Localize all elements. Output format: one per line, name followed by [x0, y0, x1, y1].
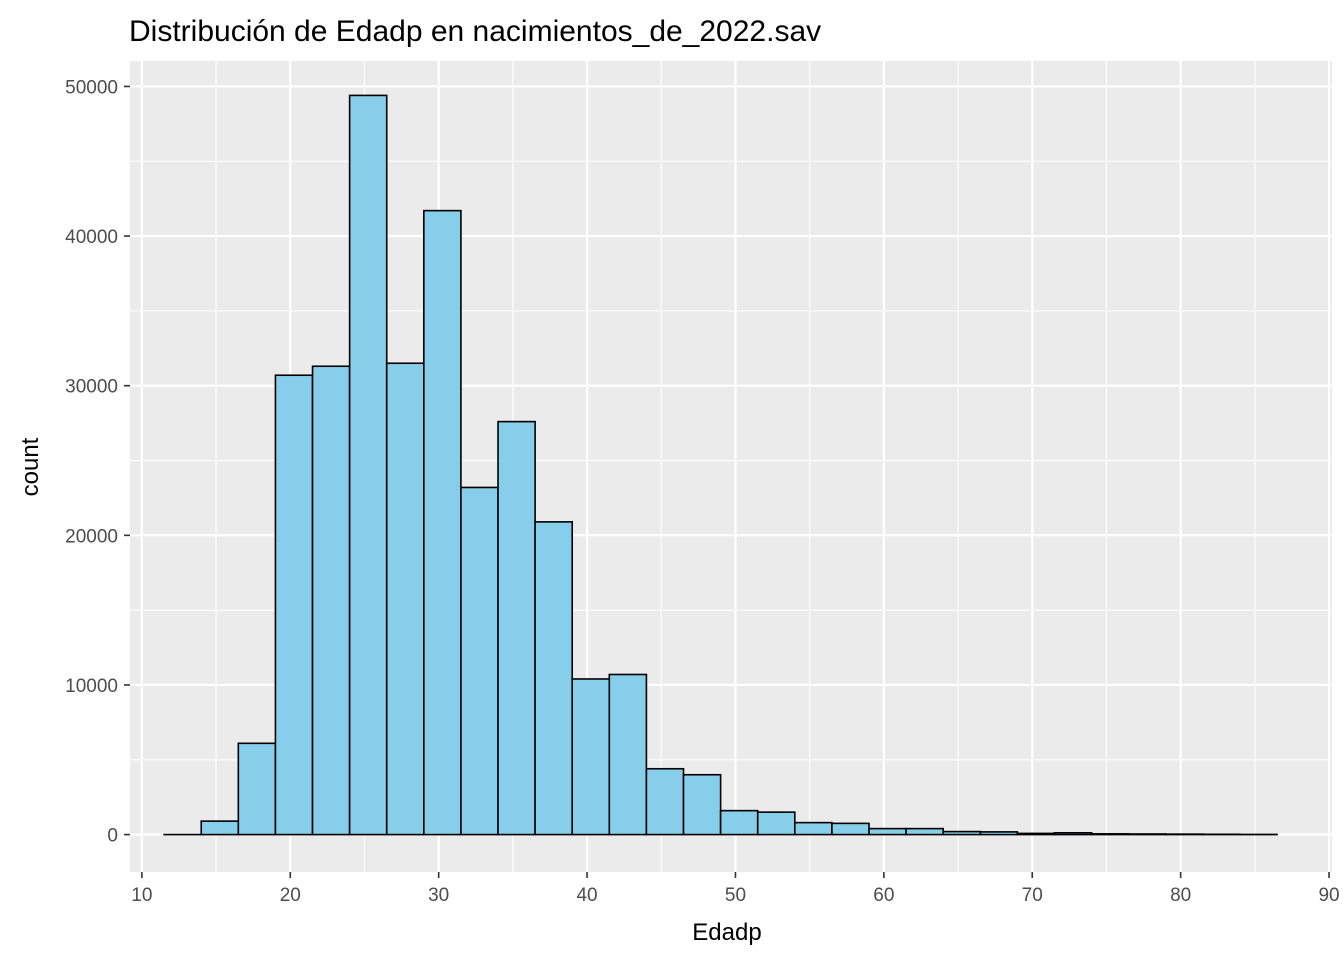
y-tick-label: 20000: [65, 526, 118, 547]
histogram-bar: [385, 362, 425, 836]
y-tick-label: 0: [107, 826, 118, 847]
x-tick-label: 40: [576, 885, 597, 906]
histogram-bar: [534, 521, 574, 836]
y-tick-label: 10000: [65, 676, 118, 697]
x-axis-title: Edadp: [692, 919, 761, 946]
y-axis-ticks: 0 10000 20000 30000 40000 50000: [65, 77, 130, 847]
y-axis-title: count: [17, 437, 44, 496]
x-tick-label: 10: [131, 885, 152, 906]
x-tick-label: 70: [1022, 885, 1043, 906]
y-tick-label: 50000: [65, 77, 118, 98]
x-axis-ticks: 10 20 30 40 50 60 70 80 90: [131, 872, 1340, 906]
histogram-bar: [756, 811, 796, 836]
histogram-bar: [237, 742, 277, 836]
histogram-bar: [905, 827, 945, 836]
histogram-bar: [1127, 833, 1167, 836]
chart-title: Distribución de Edadp en nacimientos_de_…: [129, 15, 821, 48]
x-tick-label: 90: [1318, 885, 1339, 906]
histogram-bars: [163, 94, 1278, 836]
histogram-bar: [348, 94, 388, 836]
histogram-bar: [794, 821, 833, 836]
x-tick-label: 20: [280, 885, 301, 906]
x-tick-label: 30: [428, 885, 449, 906]
histogram-bar: [1016, 832, 1056, 836]
histogram-bar: [942, 830, 982, 836]
histogram-bar: [200, 820, 240, 836]
histogram-bar: [645, 767, 685, 836]
histogram-bar: [497, 420, 536, 836]
histogram-bar: [831, 822, 870, 836]
x-tick-label: 50: [725, 885, 746, 906]
y-tick-label: 30000: [65, 377, 118, 398]
histogram-bar: [979, 831, 1019, 836]
histogram-bar: [274, 374, 314, 836]
histogram-bar: [608, 673, 648, 836]
histogram-bar: [311, 365, 351, 836]
histogram-bar: [719, 809, 759, 836]
x-tick-label: 60: [873, 885, 894, 906]
histogram-bar: [1090, 833, 1130, 836]
x-tick-label: 80: [1170, 885, 1191, 906]
histogram-bar: [460, 486, 499, 836]
y-tick-label: 40000: [65, 227, 118, 248]
histogram-bar: [423, 209, 462, 836]
histogram-bar: [682, 773, 722, 836]
histogram-bar: [571, 678, 611, 836]
histogram-bar: [868, 827, 907, 836]
histogram-bar: [1053, 831, 1093, 836]
